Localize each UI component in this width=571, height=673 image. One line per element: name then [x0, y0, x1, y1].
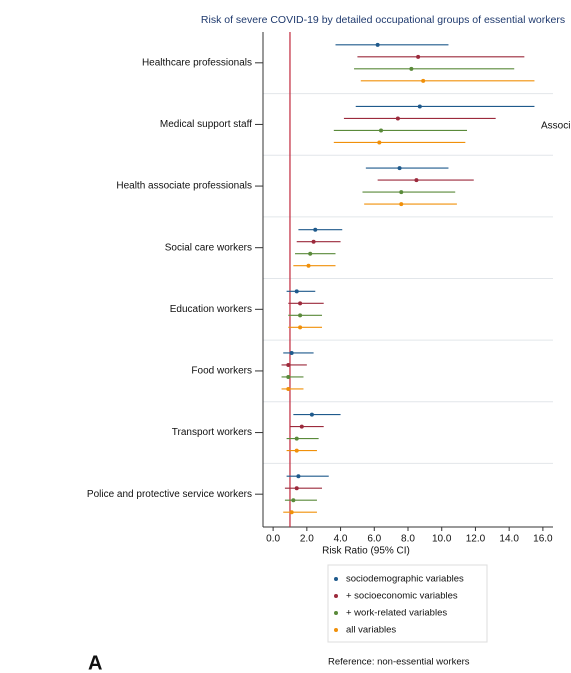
x-tick-label: 8.0 — [401, 534, 415, 545]
point-estimate — [289, 510, 294, 515]
legend-label: sociodemographic variables — [346, 574, 464, 585]
point-estimate — [306, 263, 311, 268]
point-estimate — [286, 362, 291, 367]
point-estimate — [298, 325, 303, 330]
x-tick-label: 10.0 — [432, 534, 452, 545]
point-estimate — [375, 42, 380, 47]
legend-label: + work-related variables — [346, 608, 447, 619]
point-estimate — [296, 474, 301, 479]
x-tick-label: 14.0 — [499, 534, 519, 545]
legend-label: + socioeconomic variables — [346, 591, 458, 602]
point-estimate — [399, 202, 404, 207]
legend-marker — [334, 594, 338, 598]
legend-marker — [334, 577, 338, 581]
point-estimate — [397, 166, 402, 171]
legend-marker — [334, 628, 338, 632]
point-estimate — [395, 116, 400, 121]
point-estimate — [291, 498, 296, 503]
point-estimate — [299, 424, 304, 429]
point-estimate — [309, 412, 314, 417]
chart-title: Risk of severe COVID-19 by detailed occu… — [201, 14, 565, 26]
point-estimate — [294, 436, 299, 441]
x-tick-label: 16.0 — [533, 534, 553, 545]
x-tick-label: 0.0 — [266, 534, 280, 545]
y-tick-label: Food workers — [191, 366, 252, 377]
point-estimate — [379, 128, 384, 133]
x-tick-label: 6.0 — [367, 534, 381, 545]
point-estimate — [286, 386, 291, 391]
point-estimate — [313, 227, 318, 232]
point-estimate — [294, 289, 299, 294]
point-estimate — [417, 104, 422, 109]
point-estimate — [294, 486, 299, 491]
point-estimate — [289, 350, 294, 355]
panel-label: A — [88, 652, 102, 673]
x-axis-label: Risk Ratio (95% CI) — [322, 546, 410, 557]
point-estimate — [421, 78, 426, 83]
reference-note: Reference: non-essential workers — [328, 657, 470, 668]
y-tick-label: Social care workers — [165, 242, 252, 253]
y-tick-label: Health associate professionals — [116, 181, 252, 192]
point-estimate — [311, 239, 316, 244]
y-tick-label: Education workers — [170, 304, 252, 315]
legend-box — [327, 564, 488, 643]
point-estimate — [294, 448, 299, 453]
annotation: Associ — [541, 121, 570, 132]
y-tick-label: Transport workers — [172, 427, 252, 438]
x-tick-label: 12.0 — [466, 534, 486, 545]
point-estimate — [298, 313, 303, 318]
point-estimate — [377, 140, 382, 145]
point-estimate — [399, 190, 404, 195]
point-estimate — [416, 54, 421, 59]
point-estimate — [308, 251, 313, 256]
point-estimate — [298, 301, 303, 306]
y-tick-label: Medical support staff — [160, 119, 252, 130]
y-tick-label: Healthcare professionals — [142, 57, 252, 68]
point-estimate — [414, 178, 419, 183]
legend-marker — [334, 611, 338, 615]
x-tick-label: 4.0 — [334, 534, 348, 545]
point-estimate — [409, 66, 414, 71]
point-estimate — [286, 374, 291, 379]
y-tick-label: Police and protective service workers — [87, 489, 252, 500]
legend-label: all variables — [346, 625, 396, 636]
x-tick-label: 2.0 — [300, 534, 314, 545]
